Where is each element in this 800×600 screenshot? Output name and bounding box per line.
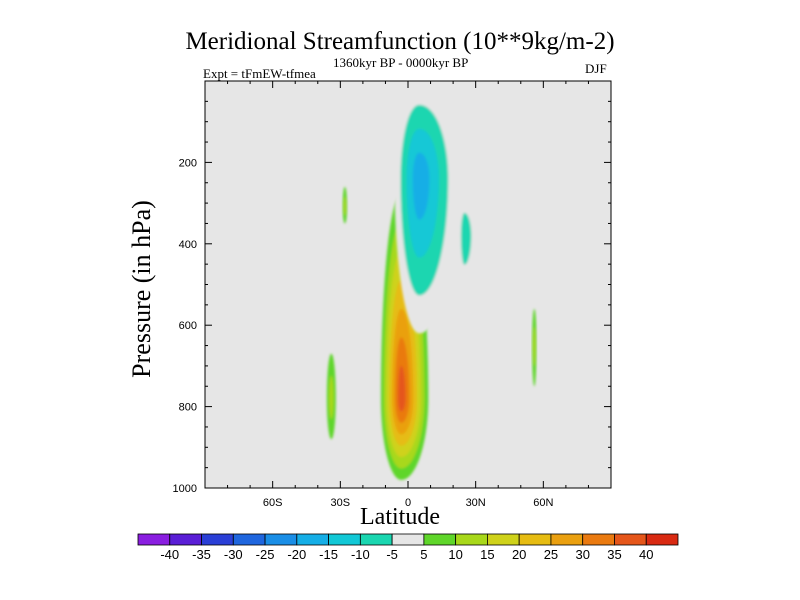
colorbar-label: 25 [543, 547, 559, 562]
colorbar-label: 40 [639, 547, 654, 562]
colorbar-swatch [359, 533, 393, 546]
colorbar-swatch [455, 533, 488, 546]
colorbar-label: -25 [255, 547, 275, 562]
chart-title: Meridional Streamfunction (10**9kg/m-2) [185, 28, 615, 55]
colorbar-swatch [423, 533, 457, 546]
colorbar-swatch [264, 533, 298, 546]
x-tick-label: 60N [533, 497, 553, 509]
colorbar-label: -35 [192, 547, 211, 562]
time-range-label: 1360kyr BP - 0000kyr BP [333, 55, 469, 70]
colorbar-label: -10 [350, 547, 370, 562]
x-tick-label: 30N [466, 497, 486, 509]
colorbar-label: 30 [575, 547, 590, 562]
colorbar-label: 20 [511, 547, 527, 562]
colorbar-swatch [518, 533, 552, 546]
colorbar-swatch [391, 533, 425, 546]
colorbar-swatch [487, 533, 520, 546]
y-axis-label: Pressure (in hPa) [127, 200, 156, 378]
negative-cell-upper [394, 81, 458, 334]
season-label: DJF [585, 61, 607, 76]
colorbar-swatch [201, 533, 234, 546]
x-axis-label: Latitude [360, 504, 440, 530]
colorbar-label: -5 [386, 547, 398, 562]
negative-patch-north-1-level-m10 [460, 212, 472, 265]
x-tick-label: 30S [331, 497, 351, 509]
colorbar-label: 5 [420, 547, 428, 562]
colorbar-label: -30 [223, 547, 243, 562]
positive-patch-south-2-level-10 [343, 196, 346, 216]
colorbar-swatch [296, 533, 329, 546]
positive-cell-equatorial-level-35 [397, 365, 406, 412]
x-tick-label: 0 [405, 497, 411, 509]
colorbar-label: -40 [160, 547, 180, 562]
y-tick-label: 600 [179, 320, 197, 332]
colorbar-swatch [582, 533, 615, 546]
colorbar-swatch [550, 533, 584, 546]
colorbar-label: 10 [448, 547, 463, 562]
colorbar-swatch [232, 533, 266, 546]
negative-patch-north-1 [457, 190, 478, 293]
positive-patch-south-1-level-10 [329, 375, 334, 420]
colorbar-swatch [614, 533, 647, 546]
y-tick-label: 800 [179, 402, 197, 414]
positive-patch-north-2 [532, 308, 537, 387]
colorbar-swatch [645, 533, 679, 546]
colorbar-swatch [169, 533, 202, 546]
colorbar-label: -15 [319, 547, 338, 562]
positive-patch-south-2 [342, 186, 348, 224]
y-tick-label: 400 [179, 239, 197, 251]
experiment-label: Expt = tFmEW-tfmea [203, 66, 316, 81]
colorbar-label: -20 [287, 547, 307, 562]
negative-cell-upper-level-m20 [412, 152, 430, 220]
positive-patch-south-1 [326, 353, 336, 440]
x-tick-label: 60S [263, 497, 283, 509]
colorbar-label: 35 [607, 547, 622, 562]
colorbar-label: 15 [480, 547, 495, 562]
y-tick-label: 200 [179, 157, 197, 169]
colorbar-swatch [137, 533, 171, 546]
y-tick-label: 1000 [173, 483, 197, 495]
colorbar-swatch [328, 533, 361, 546]
positive-patch-north-2-level-10 [533, 326, 536, 367]
